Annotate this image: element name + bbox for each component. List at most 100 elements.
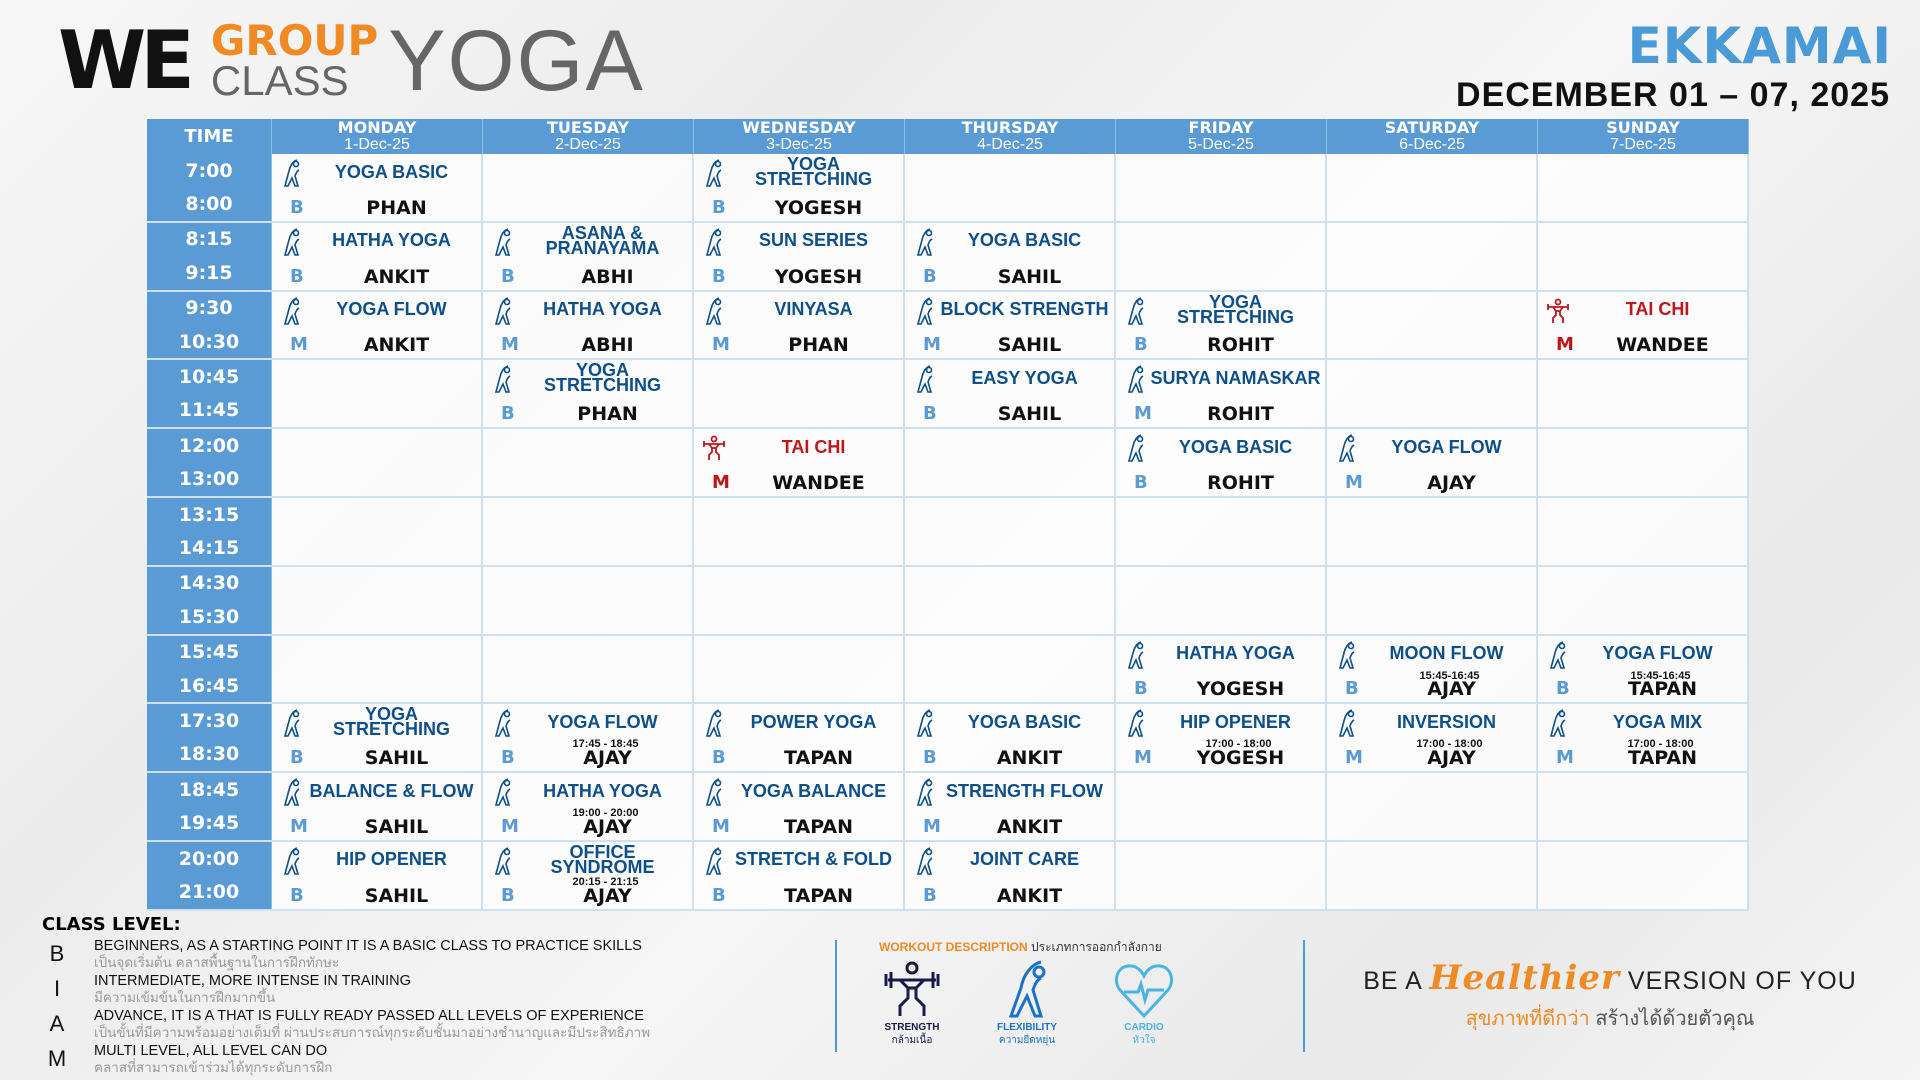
class-cell[interactable]: EASY YOGA B SAHIL (905, 360, 1116, 428)
instructor: YOGESH (774, 196, 863, 219)
class-cell[interactable]: VINYASA M PHAN (694, 291, 905, 359)
class-name: YOGA STRETCHING (333, 704, 450, 740)
class-cell[interactable]: YOGA BASIC B ANKIT (905, 704, 1116, 772)
day-header: MONDAY 1-Dec-25 (272, 119, 483, 154)
class-level: M (501, 334, 519, 356)
day-header: FRIDAY 5-Dec-25 (1116, 119, 1327, 154)
class-level: M (290, 334, 308, 356)
instructor: AJAY (1427, 747, 1476, 770)
empty-cell (1116, 566, 1327, 634)
class-cell[interactable]: POWER YOGA B TAPAN (694, 704, 905, 772)
class-cell[interactable]: MOON FLOW 15:45-16:45 B AJAY (1327, 635, 1538, 703)
empty-cell (1327, 841, 1538, 909)
class-cell[interactable]: HATHA YOGA B ANKIT (272, 222, 483, 290)
class-cell[interactable]: STRENGTH FLOW M ANKIT (905, 773, 1116, 840)
class-cell[interactable]: YOGA BALANCE M TAPAN (694, 773, 905, 840)
logo-we: WE (58, 14, 195, 107)
time-slot-row: 7:00 8:00 YOGA BASIC B PHAN YOGA STRETCHING B Y… (147, 154, 1749, 223)
tagline-th-rest: สร้างได้ด้วยตัวคุณ (1595, 1008, 1755, 1030)
class-cell[interactable]: YOGA FLOW 15:45-16:45 B TAPAN (1538, 635, 1749, 703)
level-desc-th: คลาสที่สามารถเข้าร่วมได้ทุกระดับการฝึก (94, 1060, 333, 1075)
instructor: SAHIL (997, 403, 1062, 426)
class-level: M (712, 815, 730, 837)
class-cell[interactable]: YOGA STRETCHING B SAHIL (272, 704, 483, 772)
class-name: STRETCH & FOLD (735, 849, 892, 870)
flexibility-icon (280, 847, 304, 875)
empty-cell (1327, 566, 1538, 634)
class-cell[interactable]: YOGA FLOW M AJAY (1327, 429, 1538, 496)
class-cell[interactable]: HATHA YOGA B YOGESH (1116, 635, 1327, 703)
class-cell[interactable]: HIP OPENER 17:00 - 18:00 M YOGESH (1116, 704, 1327, 772)
class-level: B (501, 265, 515, 287)
strength-label-th: กล้ามเนื้อ (891, 1035, 933, 1046)
instructor: ABHI (581, 334, 634, 357)
instructor: ANKIT (363, 265, 430, 288)
flexibility-icon (913, 228, 937, 256)
class-cell[interactable]: YOGA MIX 17:00 - 18:00 M TAPAN (1538, 704, 1749, 772)
class-cell[interactable]: STRETCH & FOLD B TAPAN (694, 841, 905, 909)
class-cell[interactable]: YOGA BASIC B ROHIT (1116, 429, 1327, 496)
day-header: TUESDAY 2-Dec-25 (483, 119, 694, 154)
class-cell[interactable]: INVERSION 17:00 - 18:00 M AJAY (1327, 704, 1538, 772)
empty-cell (1538, 773, 1749, 840)
class-cell[interactable]: HATHA YOGA 19:00 - 20:00 M AJAY (483, 773, 694, 840)
flexibility-icon (280, 228, 304, 256)
class-cell[interactable]: SURYA NAMASKAR M ROHIT (1116, 360, 1327, 428)
class-level: M (1556, 334, 1574, 356)
class-name: YOGA BASIC (967, 230, 1082, 251)
time-cell: 7:00 8:00 (147, 154, 272, 221)
class-cell[interactable]: OFFICE SYNDROME 20:15 - 21:15 B AJAY (483, 841, 694, 909)
class-name: MOON FLOW (1389, 643, 1504, 664)
end-time: 15:30 (178, 605, 240, 628)
class-cell[interactable]: SUN SERIES B YOGESH (694, 222, 905, 290)
empty-cell (1538, 841, 1749, 909)
class-level: M (1134, 747, 1152, 769)
day-header: SUNDAY 7-Dec-25 (1538, 119, 1749, 154)
class-cell[interactable]: YOGA STRETCHING B YOGESH (694, 154, 905, 221)
flexibility-icon (702, 709, 726, 738)
class-cell[interactable]: ASANA & PRANAYAMA B ABHI (483, 222, 694, 290)
flexibility-icon (702, 159, 726, 187)
logo-yoga: YOGA (388, 13, 645, 109)
day-header: SATURDAY 6-Dec-25 (1327, 119, 1538, 154)
branch-name: EKKAMAI (1627, 17, 1892, 75)
start-time: 13:15 (178, 503, 240, 526)
empty-cell (1116, 222, 1327, 290)
class-cell[interactable]: BALANCE & FLOW M SAHIL (272, 773, 483, 840)
instructor: WANDEE (772, 471, 865, 494)
flexibility-icon (280, 709, 304, 738)
empty-cell (905, 635, 1116, 703)
class-cell[interactable]: YOGA FLOW M ANKIT (272, 291, 483, 359)
class-level: B (1134, 471, 1148, 493)
class-level: M (923, 815, 941, 837)
class-cell[interactable]: HIP OPENER B SAHIL (272, 841, 483, 909)
class-cell[interactable]: YOGA BASIC B PHAN (272, 154, 483, 221)
class-cell[interactable]: HATHA YOGA M ABHI (483, 291, 694, 359)
class-cell[interactable]: JOINT CARE B ANKIT (905, 841, 1116, 909)
class-cell[interactable]: TAI CHI M WANDEE (694, 429, 905, 496)
class-name: YOGA BASIC (967, 711, 1082, 732)
flexibility-label-th: ความยืดหยุ่น (998, 1035, 1056, 1046)
class-name: JOINT CARE (969, 849, 1079, 870)
empty-cell (483, 497, 694, 565)
class-cell[interactable]: YOGA FLOW 17:45 - 18:45 B AJAY (483, 704, 694, 772)
empty-cell (1327, 497, 1538, 565)
flexibility-icon (491, 778, 515, 806)
instructor: SAHIL (364, 747, 429, 770)
class-cell[interactable]: TAI CHI M WANDEE (1538, 291, 1749, 359)
flexibility-icon (1124, 296, 1148, 325)
tagline-pre: BE A (1363, 967, 1422, 995)
class-time: 20:15 - 21:15 (572, 875, 639, 888)
class-cell[interactable]: YOGA STRETCHING B ROHIT (1116, 291, 1327, 359)
flexibility-icon (491, 228, 515, 256)
time-slot-row: 20:00 21:00 HIP OPENER B SAHIL OFFICE SYNDROM… (147, 841, 1749, 911)
start-time: 12:00 (178, 434, 240, 457)
class-cell[interactable]: BLOCK STRENGTH M SAHIL (905, 291, 1116, 359)
end-time: 18:30 (178, 743, 240, 766)
flexibility-icon (1124, 365, 1148, 394)
class-cell[interactable]: YOGA STRETCHING B PHAN (483, 360, 694, 428)
class-level: M (1345, 471, 1363, 493)
class-name: OFFICE SYNDROME (550, 841, 655, 877)
class-cell[interactable]: YOGA BASIC B SAHIL (905, 222, 1116, 290)
end-time: 9:15 (185, 261, 233, 284)
